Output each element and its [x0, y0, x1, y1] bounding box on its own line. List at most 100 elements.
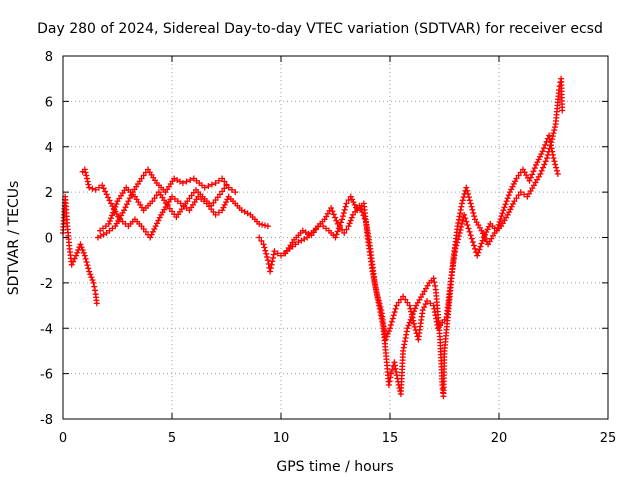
- data-point-interp: [470, 242, 477, 249]
- data-point-interp: [538, 151, 545, 158]
- data-point-interp: [74, 249, 81, 256]
- data-point: [264, 257, 271, 264]
- data-point-interp: [88, 274, 95, 281]
- data-point-interp: [82, 169, 89, 176]
- data-point-interp: [333, 231, 340, 238]
- data-point-interp: [550, 130, 557, 137]
- data-point-interp: [348, 214, 355, 221]
- data-point-interp: [334, 228, 341, 235]
- data-point-interp: [89, 277, 96, 284]
- data-point-interp: [542, 141, 549, 148]
- data-point: [465, 225, 472, 232]
- data-point-interp: [536, 153, 543, 160]
- data-point: [260, 241, 267, 248]
- data-point: [461, 211, 468, 218]
- data-point-interp: [337, 219, 344, 226]
- data-point-interp: [221, 201, 228, 208]
- data-point-interp: [215, 209, 222, 216]
- data-point: [256, 220, 263, 227]
- data-point-interp: [342, 203, 349, 210]
- data-point-interp: [494, 224, 501, 231]
- x-tick-label: 15: [382, 431, 399, 446]
- data-point-interp: [535, 156, 542, 163]
- data-point-interp: [149, 228, 156, 235]
- data-point: [539, 148, 546, 155]
- data-point: [511, 198, 518, 205]
- data-point-interp: [223, 199, 230, 206]
- data-point-interp: [156, 214, 163, 221]
- data-point-interp: [347, 217, 354, 224]
- data-point-interp: [335, 225, 342, 232]
- data-point: [212, 180, 219, 187]
- data-point-interp: [274, 250, 281, 257]
- data-point: [90, 279, 97, 286]
- data-point-interp: [123, 201, 130, 208]
- data-point: [463, 184, 470, 191]
- data-point-interp: [408, 311, 415, 318]
- data-point-interp: [270, 254, 277, 261]
- data-point-interp: [384, 330, 391, 337]
- data-point-interp: [464, 187, 471, 194]
- data-point: [554, 170, 561, 177]
- data-point: [500, 207, 507, 214]
- data-point-interp: [484, 226, 491, 233]
- data-point-interp: [549, 133, 556, 140]
- data-point-interp: [122, 204, 129, 211]
- data-point-interp: [531, 165, 538, 172]
- data-point-interp: [85, 181, 92, 188]
- data-point-interp: [534, 159, 541, 166]
- data-point-interp: [389, 366, 396, 373]
- data-point-interp: [261, 244, 268, 251]
- data-points: [60, 75, 566, 400]
- data-point-interp: [258, 237, 265, 244]
- data-point-interp: [85, 265, 92, 272]
- data-point-interp: [503, 198, 510, 205]
- data-point-interp: [467, 232, 474, 239]
- data-point-interp: [208, 181, 215, 188]
- data-point: [332, 234, 339, 241]
- y-tick-label: -8: [40, 413, 53, 428]
- data-point: [526, 177, 533, 184]
- data-point-interp: [504, 195, 511, 202]
- data-point-interp: [468, 203, 475, 210]
- data-point: [232, 189, 239, 196]
- data-point-interp: [84, 178, 91, 185]
- data-point-interp: [477, 243, 484, 250]
- data-point-interp: [374, 294, 381, 301]
- data-point-interp: [515, 192, 522, 199]
- data-point: [73, 252, 80, 259]
- data-point-interp: [100, 185, 107, 192]
- data-point: [406, 302, 413, 309]
- data-point-interp: [151, 195, 158, 202]
- data-point-interp: [336, 222, 343, 229]
- data-point-interp: [329, 208, 336, 215]
- data-point-interp: [495, 221, 502, 228]
- data-point-interp: [107, 215, 114, 222]
- data-point-interp: [91, 287, 98, 294]
- data-point-interp: [220, 204, 227, 211]
- data-point: [533, 161, 540, 168]
- data-point: [517, 189, 524, 196]
- data-point-interp: [454, 239, 461, 246]
- data-point-interp: [154, 220, 161, 227]
- data-point: [267, 268, 274, 275]
- x-axis: 0 5 10 15 20 25: [59, 56, 616, 446]
- data-point-interp: [553, 164, 560, 171]
- data-point-interp: [455, 233, 462, 240]
- data-point-interp: [263, 250, 270, 257]
- data-point-interp: [339, 213, 346, 220]
- data-point-interp: [407, 305, 414, 312]
- data-point-interp: [265, 260, 272, 267]
- data-point-interp: [411, 323, 418, 330]
- data-point-interp: [377, 303, 384, 310]
- data-point-interp: [422, 301, 429, 308]
- data-point-interp: [112, 203, 119, 210]
- data-point: [264, 223, 271, 230]
- data-point-interp: [458, 220, 465, 227]
- y-tick-label: 2: [45, 186, 53, 201]
- data-point-interp: [383, 333, 390, 340]
- data-point-interp: [468, 235, 475, 242]
- data-point-interp: [91, 283, 98, 290]
- data-point: [373, 291, 380, 298]
- data-point-interp: [552, 161, 559, 168]
